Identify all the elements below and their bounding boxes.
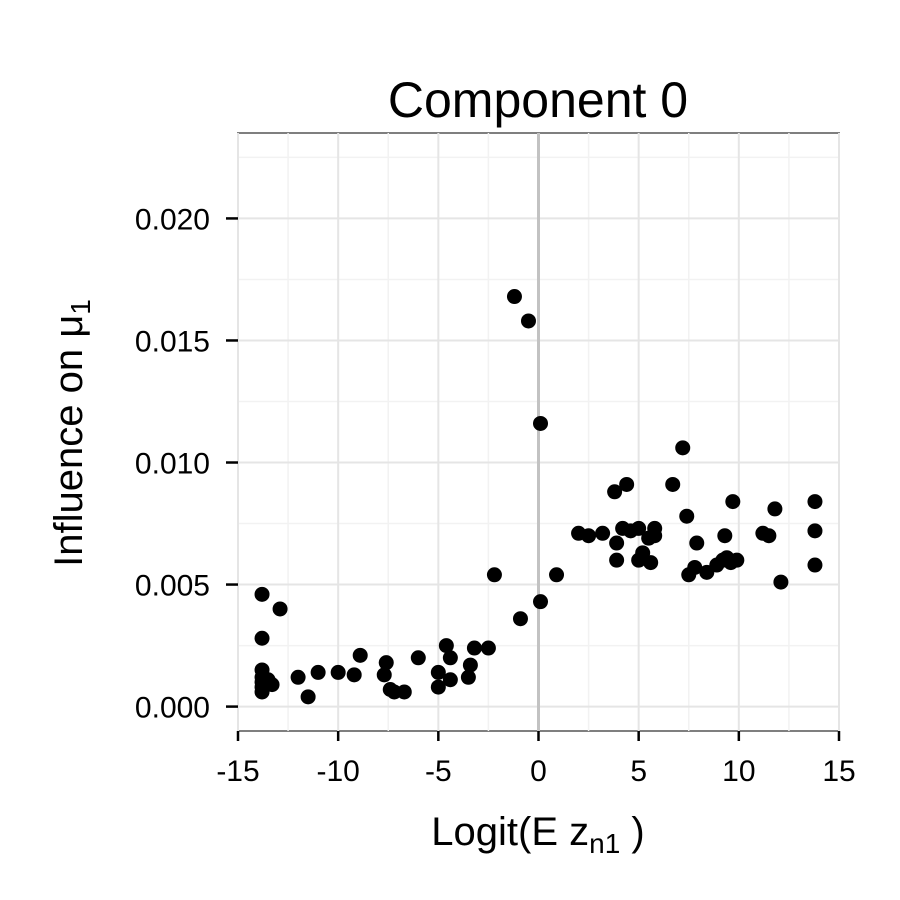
data-point	[717, 528, 733, 544]
x-tick-label: 10	[722, 755, 755, 788]
data-point	[595, 525, 611, 541]
data-point	[607, 484, 623, 500]
data-point	[396, 684, 412, 700]
data-point	[689, 535, 705, 551]
data-point	[410, 650, 426, 666]
x-axis-title-main: Logit(E z	[431, 810, 589, 854]
data-point	[254, 630, 270, 646]
data-point	[581, 528, 597, 544]
x-tick-label: 15	[822, 755, 855, 788]
data-point	[460, 669, 476, 685]
data-point	[376, 667, 392, 683]
data-point	[430, 664, 446, 680]
data-point	[773, 574, 789, 590]
data-point	[346, 667, 362, 683]
data-points	[254, 289, 823, 705]
data-point	[300, 689, 316, 705]
data-point	[442, 672, 458, 688]
data-point	[687, 559, 703, 575]
data-point	[609, 535, 625, 551]
data-point	[725, 494, 741, 510]
data-point	[462, 657, 478, 673]
data-point	[438, 638, 454, 654]
data-point	[352, 647, 368, 663]
data-point	[549, 567, 565, 583]
data-point	[679, 508, 695, 524]
data-point	[665, 476, 681, 492]
x-axis: -15 -10 -5 0 5 10 15	[216, 731, 856, 788]
data-point	[520, 313, 536, 329]
x-tick-label: -10	[316, 755, 359, 788]
y-axis-title-subscript: 1	[65, 299, 96, 315]
x-tick-label: 5	[630, 755, 647, 788]
plot-panel	[237, 132, 840, 732]
data-point	[807, 523, 823, 539]
data-point	[729, 552, 745, 568]
data-point	[609, 552, 625, 568]
data-point	[254, 586, 270, 602]
data-point	[675, 440, 691, 456]
data-point	[310, 664, 326, 680]
y-axis-title: Influence on μ1	[47, 299, 96, 567]
x-tick-label: 0	[530, 755, 547, 788]
x-axis-title-subscript: n1	[589, 828, 620, 859]
data-point	[533, 415, 549, 431]
y-tick-label: 0.015	[135, 325, 210, 358]
x-axis-title: Logit(E zn1 )	[431, 810, 644, 859]
data-point	[647, 528, 663, 544]
data-point	[442, 650, 458, 666]
data-point	[767, 501, 783, 517]
data-point	[430, 679, 446, 695]
y-tick-label: 0.020	[135, 203, 210, 236]
data-point	[512, 611, 528, 627]
data-point	[619, 476, 635, 492]
data-point	[533, 594, 549, 610]
y-axis-title-main: Influence on μ	[47, 315, 91, 567]
y-tick-label: 0.000	[135, 692, 210, 725]
data-point	[761, 528, 777, 544]
data-point	[272, 601, 288, 617]
data-point	[506, 289, 522, 305]
data-point	[330, 664, 346, 680]
data-point	[643, 555, 659, 571]
data-point	[480, 640, 496, 656]
x-tick-label: -5	[425, 755, 452, 788]
data-point	[466, 640, 482, 656]
data-point	[264, 677, 280, 693]
chart-title: Component 0	[388, 72, 688, 128]
data-point	[378, 655, 394, 671]
data-point	[631, 520, 647, 536]
y-tick-label: 0.010	[135, 448, 210, 481]
data-point	[807, 494, 823, 510]
y-axis: 0.000 0.005 0.010 0.015 0.020	[135, 203, 238, 725]
data-point	[486, 567, 502, 583]
x-tick-label: -15	[216, 755, 259, 788]
y-tick-label: 0.005	[135, 570, 210, 603]
x-axis-title-tail: )	[620, 810, 644, 854]
data-point	[290, 669, 306, 685]
data-point	[807, 557, 823, 573]
